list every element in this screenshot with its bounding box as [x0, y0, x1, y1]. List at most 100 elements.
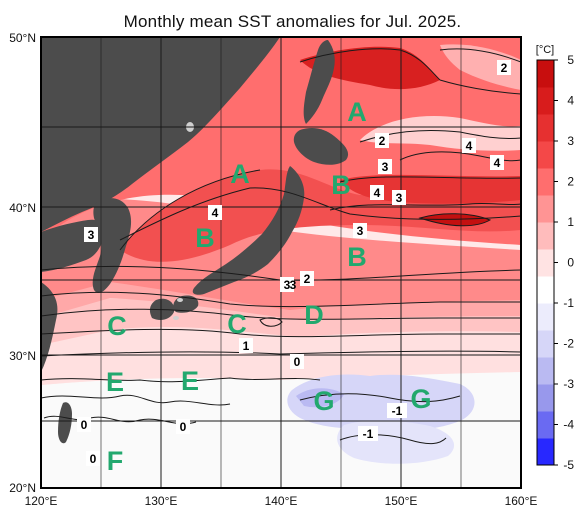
svg-text:4: 4 [212, 206, 219, 220]
contour-label: 2 [300, 271, 314, 286]
svg-text:3: 3 [284, 278, 291, 292]
contour-label: 0 [176, 419, 190, 434]
map-frame [40, 36, 522, 489]
colorbar-tick-label: 2 [567, 175, 574, 189]
region-label: C [107, 311, 127, 341]
colorbar-ticks: 5 4 3 2 1 0 -1 -2 -3 -4 -5 [554, 53, 574, 472]
contour-label: 0 [86, 451, 100, 466]
contour-label: 4 [370, 185, 384, 200]
lon-label: 150°E [385, 494, 418, 508]
contour-label: -1 [358, 426, 378, 441]
svg-text:-1: -1 [363, 427, 374, 441]
colorbar: [°C] 5 4 3 2 1 0 -1 -2 -3 -4 -5 [536, 44, 575, 472]
colorbar-tick-label: -1 [563, 296, 574, 310]
contour-label: 4 [490, 155, 504, 170]
lon-label: 120°E [25, 494, 58, 508]
colorbar-cell [537, 60, 554, 88]
colorbar-cell [537, 276, 554, 304]
contour-label: 3 [392, 190, 406, 205]
svg-text:2: 2 [501, 61, 508, 75]
graticule [41, 37, 521, 488]
svg-text:3: 3 [290, 278, 297, 292]
colorbar-cell [537, 249, 554, 277]
colorbar-cell [537, 330, 554, 358]
region-label: A [230, 159, 250, 189]
colorbar-cell [537, 303, 554, 331]
contour-label: 3 [290, 278, 297, 292]
lon-label: 140°E [265, 494, 298, 508]
colorbar-tick-label: 1 [567, 215, 574, 229]
contour-label: 3 [84, 227, 98, 242]
svg-text:0: 0 [90, 452, 97, 466]
svg-text:3: 3 [382, 160, 389, 174]
contour-label: 1 [239, 338, 253, 353]
colorbar-tick-label: 5 [567, 53, 574, 67]
colorbar-cell [537, 384, 554, 412]
region-label: G [410, 384, 431, 414]
colorbar-tick-label: -5 [563, 458, 574, 472]
svg-text:4: 4 [374, 186, 381, 200]
svg-text:2: 2 [379, 134, 386, 148]
longitude-labels: 120°E 130°E 140°E 150°E 160°E [25, 494, 538, 508]
colorbar-cell [537, 438, 554, 466]
svg-text:-1: -1 [392, 404, 403, 418]
contour-label: 3 [378, 159, 392, 174]
colorbar-cell [537, 87, 554, 115]
contour-label: 4 [462, 138, 476, 153]
lat-label: 40°N [9, 201, 36, 215]
colorbar-tick-label: -3 [563, 377, 574, 391]
region-label: F [107, 446, 124, 476]
colorbar-unit: [°C] [536, 44, 554, 56]
region-label: E [106, 367, 124, 397]
colorbar-tick-label: 4 [567, 94, 574, 108]
region-label: A [347, 97, 367, 127]
svg-text:0: 0 [294, 355, 301, 369]
svg-text:3: 3 [88, 228, 95, 242]
svg-text:3: 3 [396, 191, 403, 205]
colorbar-cell [537, 195, 554, 223]
colorbar-tick-label: 3 [567, 134, 574, 148]
region-label: D [304, 300, 324, 330]
colorbar-cell [537, 141, 554, 169]
contour-label: 0 [290, 354, 304, 369]
colorbar-cell [537, 222, 554, 250]
region-label: E [181, 366, 199, 396]
map-title: Monthly mean SST anomalies for Jul. 2025… [123, 12, 462, 31]
svg-text:4: 4 [466, 139, 473, 153]
colorbar-cell [537, 411, 554, 439]
lat-label: 30°N [9, 349, 36, 363]
region-label: C [227, 309, 247, 339]
lon-label: 160°E [505, 494, 538, 508]
region-label: B [195, 223, 215, 253]
colorbar-cell [537, 114, 554, 142]
svg-text:3: 3 [357, 224, 364, 238]
contour-label: 0 [77, 417, 91, 432]
region-label: B [331, 170, 351, 200]
svg-text:0: 0 [180, 420, 187, 434]
contour-label: -1 [387, 403, 407, 418]
svg-text:1: 1 [243, 339, 250, 353]
latitude-labels: 50°N 40°N 30°N 20°N [9, 31, 36, 495]
contour-label: 3 [280, 277, 294, 292]
colorbar-tick-label: -2 [563, 337, 574, 351]
contour-label: 3 [353, 223, 367, 238]
colorbar-cells [537, 60, 554, 466]
colorbar-tick-label: 0 [567, 256, 574, 270]
lon-label: 130°E [145, 494, 178, 508]
region-label: G [313, 386, 334, 416]
region-labels: A A B B B C C D E E F G G [106, 97, 432, 476]
colorbar-cell [537, 168, 554, 196]
colorbar-cell [537, 357, 554, 385]
region-label: B [347, 242, 367, 272]
svg-text:2: 2 [304, 272, 311, 286]
contour-labels: 2 2 3 4 3 4 3 4 4 3 3 2 3 1 0 0 0 0 -1 -… [77, 60, 511, 466]
contour-label: 2 [497, 60, 511, 75]
lat-label: 50°N [9, 31, 36, 45]
svg-text:4: 4 [494, 156, 501, 170]
contour-label: 2 [375, 133, 389, 148]
colorbar-tick-label: -4 [563, 418, 574, 432]
lat-label: 20°N [9, 481, 36, 495]
contour-label: 4 [208, 205, 222, 220]
svg-text:0: 0 [81, 418, 88, 432]
